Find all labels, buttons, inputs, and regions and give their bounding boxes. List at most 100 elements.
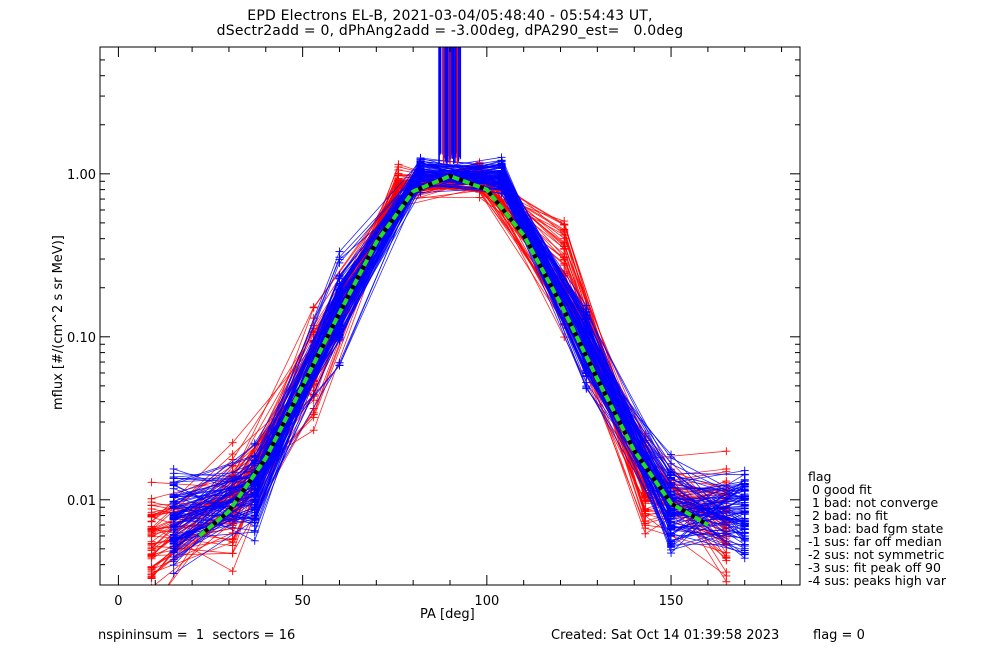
red-series-trace (151, 190, 727, 531)
flag-legend: flag 0 good fit 1 bad: not converge 2 ba… (808, 470, 946, 587)
blue-series-marker (250, 497, 259, 506)
footer-sector-info: nspininsum = 1 sectors = 16 (98, 628, 296, 643)
red-series-marker (309, 303, 318, 312)
blue-series-marker (250, 536, 259, 545)
red-series-marker (641, 519, 650, 528)
red-series-marker (560, 221, 569, 230)
flag-legend-item: -3 sus: fit peak off 90 (808, 560, 941, 575)
red-series-marker (394, 162, 403, 171)
x-tick-label: 100 (474, 594, 499, 609)
data-layer (147, 47, 749, 615)
blue-series-marker (169, 539, 178, 548)
blue-series-marker (582, 335, 591, 344)
blue-series-trace (173, 165, 745, 540)
blue-series-marker (250, 477, 259, 486)
blue-series-marker (667, 450, 676, 459)
blue-series-marker (250, 440, 259, 449)
blue-series-marker (335, 361, 344, 370)
red-series-marker (309, 426, 318, 435)
red-series-marker (394, 183, 403, 192)
blue-series-marker (740, 500, 749, 509)
red-series-marker (147, 498, 156, 507)
fit-layer (198, 173, 709, 538)
blue-series-marker (250, 488, 259, 497)
blue-series-marker (740, 487, 749, 496)
x-axis-label: PA [deg] (420, 607, 475, 622)
x-tick-label: 150 (659, 594, 684, 609)
y-tick-label: 0.01 (67, 494, 96, 509)
footer-created-time: Created: Sat Oct 14 01:39:58 2023 (551, 628, 780, 643)
flag-legend-item: -1 sus: far off median (808, 534, 942, 549)
y-axis-label: mflux [#/(cm^2 s sr MeV)] (51, 235, 66, 410)
blue-series-marker (169, 555, 178, 564)
red-series-marker (147, 563, 156, 572)
blue-series-marker (169, 504, 178, 513)
blue-series-marker (416, 157, 425, 166)
red-series-marker (147, 572, 156, 581)
blue-series-trace (173, 159, 745, 522)
blue-series-marker (740, 529, 749, 538)
y-tick-label: 1.00 (67, 168, 96, 183)
x-tick-label: 50 (294, 594, 311, 609)
blue-series-marker (250, 528, 259, 537)
red-series-marker (309, 410, 318, 419)
red-series-marker (148, 604, 156, 612)
blue-series-marker (740, 522, 749, 531)
blue-series-marker (416, 175, 425, 184)
blue-series-trace (173, 173, 745, 534)
flag-legend-item: 0 good fit (808, 482, 872, 497)
red-series-marker (228, 535, 237, 544)
red-series-marker (148, 607, 156, 615)
red-series-marker (722, 568, 731, 577)
red-series-marker (147, 525, 156, 534)
red-series-marker (228, 567, 237, 576)
blue-series-marker (667, 483, 676, 492)
red-series-marker (147, 553, 156, 562)
red-series-lines (147, 158, 731, 615)
blue-series-marker (169, 478, 178, 487)
flag-legend-item: 1 bad: not converge (808, 495, 939, 510)
blue-series-marker (582, 311, 591, 320)
blue-series-marker (582, 378, 591, 387)
blue-series-marker (667, 475, 676, 484)
blue-series-marker (582, 320, 591, 329)
blue-series-marker (667, 465, 676, 474)
blue-series-marker (169, 530, 178, 539)
red-series-marker (722, 447, 731, 456)
red-series-marker (560, 242, 569, 251)
blue-series-marker (169, 464, 178, 473)
chart-title-line1: EPD Electrons EL-B, 2021-03-04/05:48:40 … (247, 8, 653, 24)
blue-series-marker (582, 366, 591, 375)
blue-series-marker (169, 569, 178, 578)
flag-legend-title: flag (808, 469, 832, 484)
red-series-trace (154, 176, 727, 585)
red-series-trace (167, 176, 727, 585)
footer-flag: flag = 0 (813, 628, 865, 643)
flag-legend-item: 2 bad: no fit (808, 508, 888, 523)
blue-series-marker (250, 451, 259, 460)
blue-series-marker (667, 509, 676, 518)
red-series-marker (147, 539, 156, 548)
blue-series-marker (582, 301, 591, 310)
red-series-marker (147, 511, 156, 520)
peak-spike-group (438, 47, 462, 164)
red-series-marker (147, 478, 156, 487)
chart-title-line2: dSectr2add = 0, dPhAng2add = -3.00deg, d… (216, 23, 684, 39)
blue-series-trace (173, 174, 745, 554)
blue-series-trace (173, 172, 745, 551)
blue-series-marker (169, 514, 178, 523)
y-tick-label: 0.10 (67, 331, 96, 346)
x-tick-label: 0 (114, 594, 122, 609)
blue-series-marker (250, 514, 259, 523)
flag-legend-item: -4 sus: peaks high var (808, 573, 947, 588)
axes-layer: 0 50 100 150 0.01 0.10 1.00 (67, 46, 801, 609)
blue-series-marker (740, 466, 749, 475)
blue-series-marker (740, 540, 749, 549)
blue-series-marker (335, 271, 344, 280)
red-series-marker (722, 548, 731, 557)
blue-series-marker (169, 547, 178, 556)
blue-series-marker (497, 161, 506, 170)
flag-legend-item: -2 sus: not symmetric (808, 547, 945, 562)
blue-series-marker (667, 490, 676, 499)
